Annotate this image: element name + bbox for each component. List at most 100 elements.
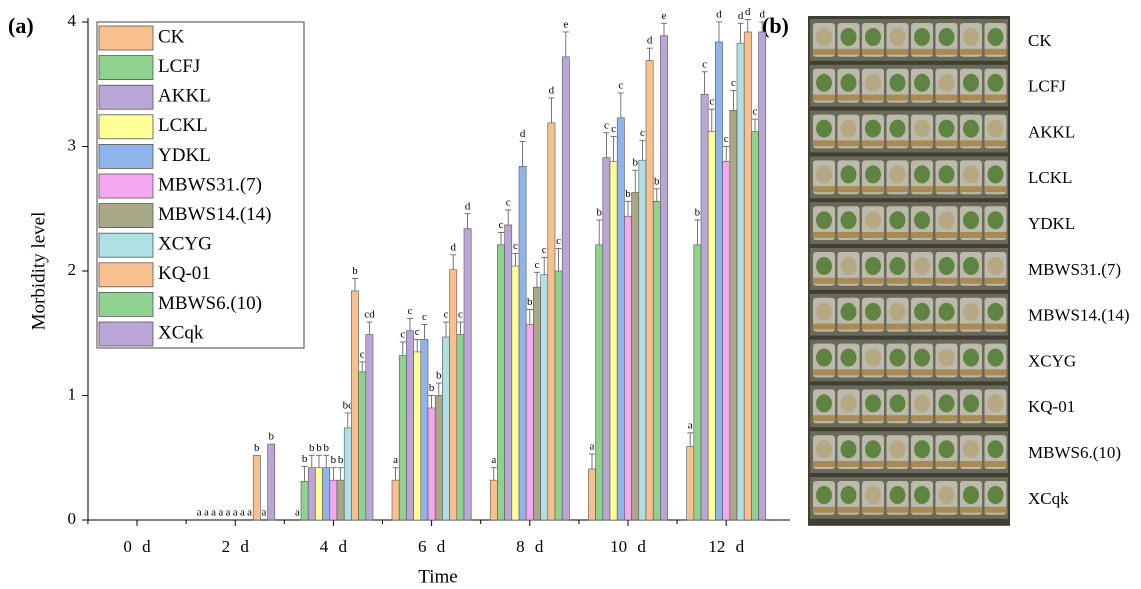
- plant: [889, 73, 906, 92]
- bar: [533, 286, 541, 521]
- significance-letter: b: [352, 265, 358, 277]
- jar-base: [984, 48, 1007, 55]
- jar-base: [813, 186, 835, 193]
- x-tick-label: 10 d: [610, 537, 646, 556]
- plant: [889, 440, 906, 459]
- plant: [987, 28, 1004, 46]
- photo-row-label: KQ-01: [1028, 397, 1075, 416]
- plant: [865, 165, 881, 184]
- photo-row-label: LCFJ: [1028, 77, 1066, 96]
- jar-base: [911, 48, 933, 55]
- plant: [889, 486, 906, 504]
- jar-base: [960, 323, 982, 330]
- significance-letter: c: [604, 119, 609, 131]
- jar-base: [960, 48, 982, 55]
- significance-letter: c: [709, 96, 714, 108]
- plant: [987, 348, 1004, 367]
- plant: [914, 211, 930, 230]
- plant: [963, 302, 979, 321]
- significance-letter: b: [254, 442, 260, 454]
- jar-base: [935, 186, 958, 193]
- bar: [602, 157, 611, 521]
- jar-base: [837, 415, 860, 422]
- jar-base: [911, 140, 933, 147]
- jar-base: [862, 140, 884, 147]
- jar-base: [911, 277, 933, 284]
- plant: [987, 119, 1004, 138]
- significance-letter: c: [640, 127, 645, 139]
- plant: [963, 348, 979, 367]
- significance-letter: c: [415, 326, 420, 338]
- jar-base: [862, 186, 884, 193]
- legend-label: CK: [158, 26, 185, 47]
- jar-base: [862, 94, 884, 101]
- significance-letter: b: [338, 454, 344, 466]
- significance-letter: b: [268, 431, 274, 443]
- jar-base: [886, 415, 909, 422]
- plant: [914, 28, 930, 46]
- plant: [816, 302, 832, 321]
- photo-row-label: XCYG: [1028, 351, 1076, 370]
- plant: [938, 119, 955, 138]
- significance-letter: c: [618, 79, 623, 91]
- plant: [987, 394, 1004, 413]
- plant: [963, 211, 979, 230]
- jar-base: [862, 323, 884, 330]
- panel-label: (b): [762, 13, 789, 38]
- significance-letter: bc: [343, 399, 354, 411]
- bar: [252, 454, 261, 521]
- significance-letter: c: [506, 197, 511, 209]
- bar: [449, 269, 458, 521]
- jar-base: [886, 140, 909, 147]
- significance-letter: a: [295, 507, 300, 519]
- jar-base: [837, 506, 860, 513]
- plant: [914, 348, 930, 367]
- significance-letter: d: [465, 200, 471, 212]
- plant: [987, 165, 1004, 184]
- significance-letter: a: [204, 507, 209, 519]
- plant: [963, 440, 979, 459]
- legend-label: YDKL: [158, 145, 211, 166]
- jar-base: [837, 277, 860, 284]
- plant: [816, 28, 832, 46]
- jar-base: [984, 186, 1007, 193]
- bar: [463, 228, 472, 521]
- x-tick-label: 2 d: [222, 537, 250, 556]
- plant: [914, 257, 930, 275]
- significance-letter: c: [360, 348, 365, 360]
- bar: [420, 339, 429, 521]
- bar: [547, 122, 556, 521]
- jar-base: [935, 506, 958, 513]
- jar-base: [837, 140, 860, 147]
- x-tick-label: 0 d: [123, 537, 151, 556]
- jar-base: [984, 323, 1007, 330]
- significance-letter: e: [662, 10, 667, 22]
- jar-base: [911, 186, 933, 193]
- jar-base: [911, 461, 933, 467]
- plant: [816, 211, 832, 230]
- significance-letter: b: [654, 175, 660, 187]
- significance-letter: b: [596, 206, 602, 218]
- jar-base: [862, 369, 884, 376]
- plant: [840, 211, 857, 230]
- plant: [938, 302, 955, 321]
- plant: [914, 440, 930, 459]
- plant: [938, 28, 955, 46]
- significance-letter: c: [731, 77, 736, 89]
- plant: [938, 165, 955, 184]
- legend-swatch: [98, 203, 154, 229]
- jar-base: [911, 506, 933, 513]
- legend-label: MBWS14.(14): [158, 204, 271, 225]
- significance-letter: a: [262, 507, 267, 519]
- jar-base: [813, 48, 835, 55]
- photo-row-label: CK: [1028, 31, 1052, 50]
- jar-base: [935, 415, 958, 422]
- bar: [660, 35, 668, 521]
- jar-base: [837, 369, 860, 376]
- plant: [987, 486, 1004, 504]
- plant: [987, 440, 1004, 459]
- significance-letter: b: [632, 157, 638, 169]
- jar-base: [837, 232, 860, 238]
- plant: [914, 73, 930, 92]
- legend-swatch: [98, 114, 154, 140]
